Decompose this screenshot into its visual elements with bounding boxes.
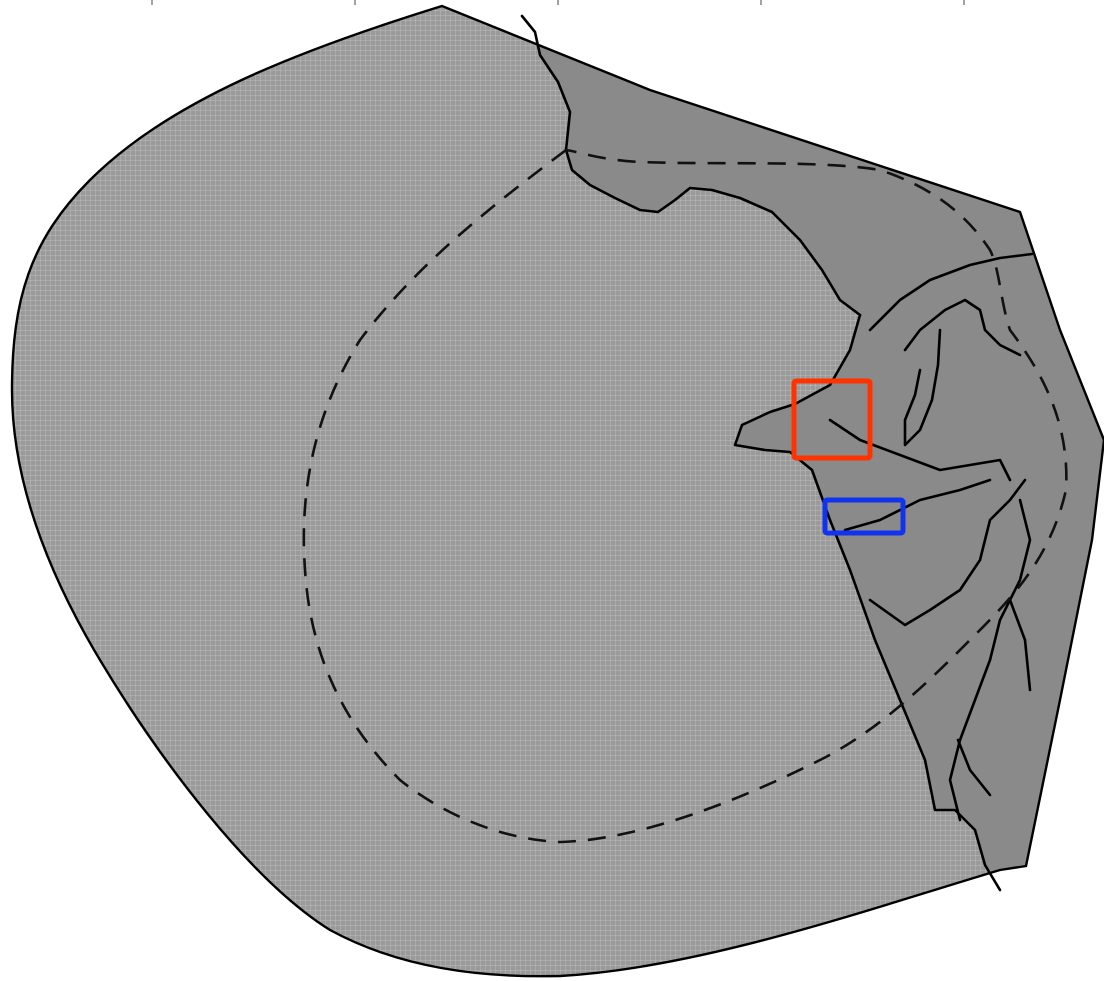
- inner-channel: [843, 478, 992, 532]
- estuary-channel-north: [868, 252, 1034, 332]
- top-axis-ticks: [151, 0, 965, 5]
- delta-channel: [956, 738, 992, 797]
- eastern-river: [948, 498, 1032, 822]
- land-mass: [522, 16, 1104, 880]
- estuary-channel-loop: [903, 298, 1022, 357]
- lagoon-shore: [868, 478, 1027, 627]
- northern-coastline: [520, 14, 862, 317]
- western-coastline: [733, 313, 1002, 892]
- zoom-region-blue-box: [822, 497, 906, 536]
- grid-domain-outline: [10, 4, 1104, 978]
- spit-peninsula: [903, 328, 942, 447]
- bay-channel: [828, 418, 1012, 482]
- coastline-group: [520, 14, 1034, 892]
- eastern-river-branch: [1008, 598, 1032, 692]
- zoom-region-red-box: [791, 378, 873, 461]
